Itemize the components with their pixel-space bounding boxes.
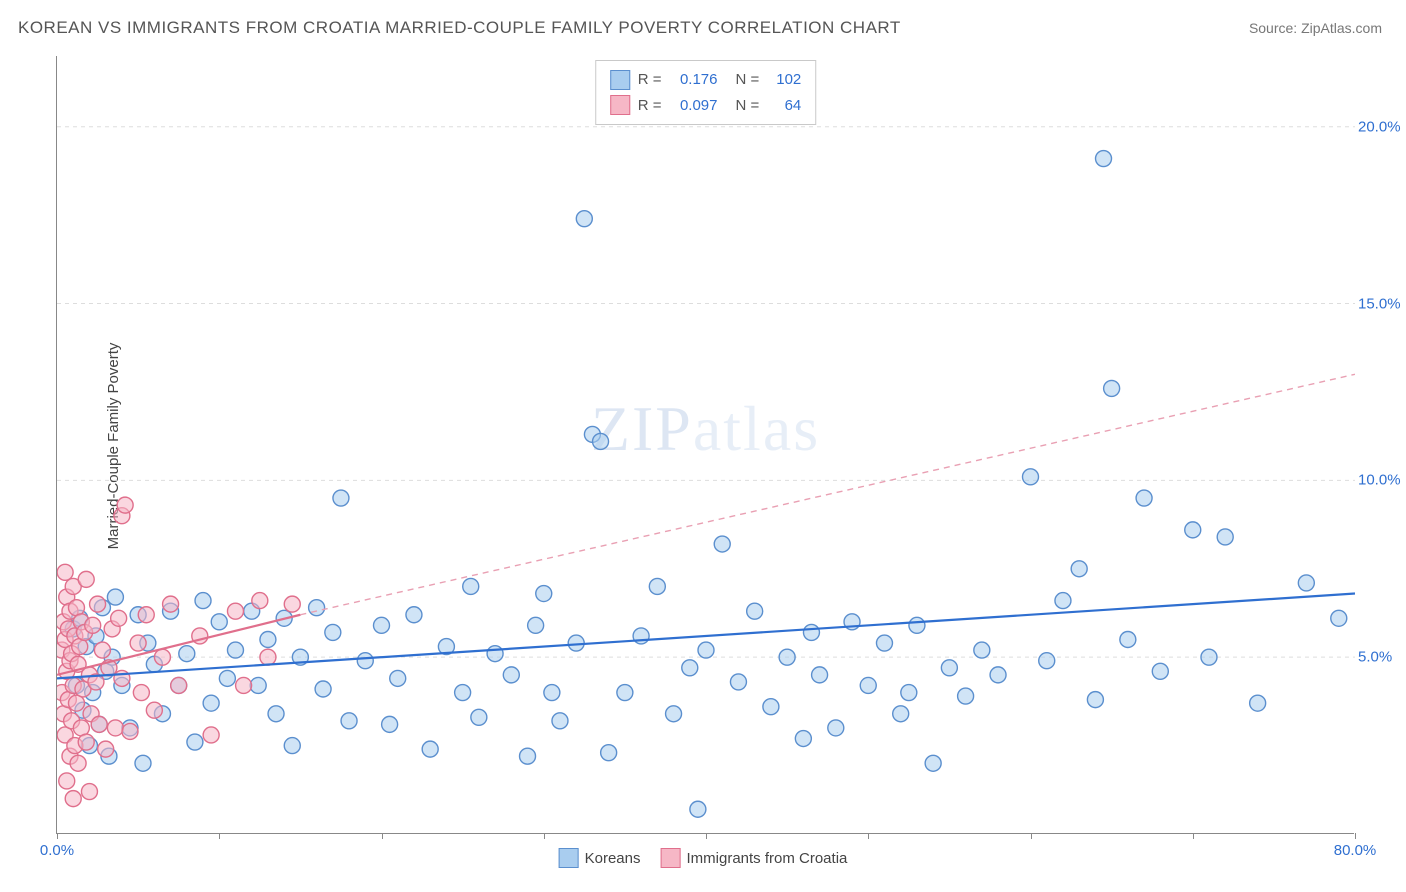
y-tick-label: 5.0% xyxy=(1358,649,1406,666)
y-tick-label: 15.0% xyxy=(1358,295,1406,312)
plot-area: ZIPatlas R =0.176N =102R =0.097N =64 5.0… xyxy=(56,56,1354,834)
x-tick xyxy=(706,833,707,839)
legend-row: R =0.097N =64 xyxy=(610,93,802,119)
y-tick-label: 20.0% xyxy=(1358,118,1406,135)
x-tick xyxy=(219,833,220,839)
x-tick-label: 0.0% xyxy=(40,842,74,859)
trend-line xyxy=(57,594,1355,679)
legend-item: Koreans xyxy=(559,848,641,868)
x-tick xyxy=(1031,833,1032,839)
legend-swatch xyxy=(661,848,681,868)
x-tick xyxy=(1193,833,1194,839)
x-tick xyxy=(57,833,58,839)
x-tick xyxy=(1355,833,1356,839)
trendlines-layer xyxy=(57,56,1355,834)
chart-title: KOREAN VS IMMIGRANTS FROM CROATIA MARRIE… xyxy=(18,18,901,38)
x-tick xyxy=(382,833,383,839)
correlation-legend: R =0.176N =102R =0.097N =64 xyxy=(595,60,817,125)
legend-swatch xyxy=(610,70,630,90)
x-tick xyxy=(544,833,545,839)
legend-row: R =0.176N =102 xyxy=(610,67,802,93)
legend-item: Immigrants from Croatia xyxy=(661,848,848,868)
trend-line xyxy=(300,374,1355,614)
y-tick-label: 10.0% xyxy=(1358,472,1406,489)
x-tick-label: 80.0% xyxy=(1334,842,1377,859)
x-tick xyxy=(868,833,869,839)
legend-swatch xyxy=(559,848,579,868)
legend-swatch xyxy=(610,95,630,115)
series-legend: Koreans Immigrants from Croatia xyxy=(559,844,848,872)
source-label: Source: ZipAtlas.com xyxy=(1249,20,1382,36)
